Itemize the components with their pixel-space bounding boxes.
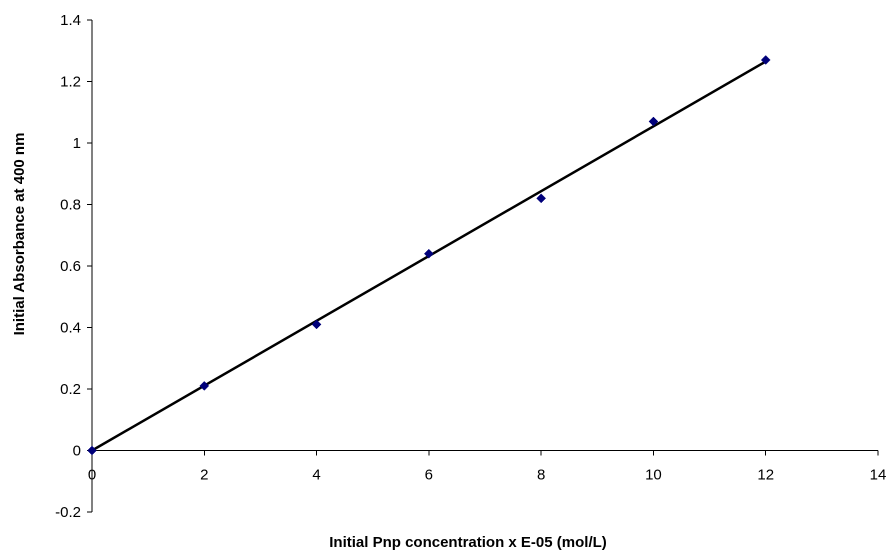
- x-tick-label: 0: [88, 467, 96, 484]
- x-tick-label: 6: [425, 467, 433, 484]
- y-tick-label: 1.4: [60, 12, 81, 29]
- y-axis-title: Initial Absorbance at 400 nm: [11, 133, 28, 336]
- x-tick-label: 12: [757, 467, 774, 484]
- y-tick-label: 1: [73, 135, 81, 152]
- x-axis-title: Initial Pnp concentration x E-05 (mol/L): [329, 534, 607, 551]
- x-tick-label: 10: [645, 467, 662, 484]
- x-tick-label: 14: [870, 467, 887, 484]
- y-tick-label: 0.4: [60, 320, 81, 337]
- y-tick-label: 0: [73, 443, 81, 460]
- x-tick-label: 2: [200, 467, 208, 484]
- data-point: [199, 381, 210, 391]
- data-point: [424, 248, 434, 259]
- data-point: [311, 319, 322, 330]
- y-tick-label: 0.2: [60, 381, 81, 398]
- data-point: [87, 445, 97, 456]
- y-tick-label: 1.2: [60, 74, 81, 91]
- plot-area: -0.2 0 0.2 0.4 0.6 0.8 1 1.2 1.4 0 2 4 6 8 10 12 14: [55, 12, 886, 521]
- y-tick-label: 0.8: [60, 197, 81, 214]
- data-point: [536, 193, 546, 204]
- data-point: [648, 116, 659, 127]
- y-tick-label: -0.2: [55, 504, 81, 521]
- x-tick-label: 4: [312, 467, 320, 484]
- data-point: [760, 55, 771, 65]
- x-tick-label: 8: [537, 467, 545, 484]
- y-tick-label: 0.6: [60, 258, 81, 275]
